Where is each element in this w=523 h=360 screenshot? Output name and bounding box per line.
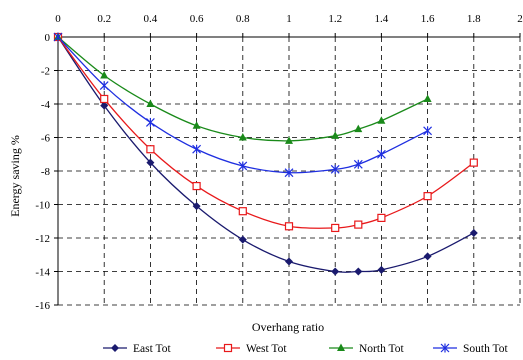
data-point-south-tot (238, 161, 248, 171)
series-line-west-tot (57, 36, 475, 229)
legend-item-west-tot: West Tot (216, 343, 287, 355)
y-tick-label: 0 (45, 32, 51, 44)
data-point-east-tot (238, 235, 247, 244)
legend: East Tot West Tot North Tot South Tot (103, 343, 508, 355)
legend-label: South Tot (463, 343, 508, 355)
data-point-south-tot (284, 168, 294, 178)
legend-label: East Tot (133, 343, 171, 355)
legend-label: North Tot (359, 343, 404, 355)
legend-swatch-marker (111, 344, 119, 352)
data-point-east-tot (331, 267, 340, 276)
x-tick-label: 1 (286, 13, 292, 25)
x-tick-label: 1.8 (467, 13, 481, 25)
series-line-south-tot (57, 36, 428, 174)
x-tick-label: 0 (55, 13, 61, 25)
legend-item-east-tot: East Tot (103, 343, 171, 355)
x-tick-label: 0.8 (236, 13, 250, 25)
data-point-west-tot (146, 145, 155, 154)
data-point-east-tot (377, 265, 386, 274)
data-point-west-tot (331, 223, 340, 233)
x-tick-label: 2 (517, 13, 523, 25)
data-point-south-tot (423, 126, 433, 136)
data-point-east-tot (100, 101, 109, 110)
data-point-east-tot (469, 228, 478, 237)
x-tick-label: 1.6 (421, 13, 435, 25)
data-point-east-tot (285, 257, 293, 266)
y-tick-label: -14 (35, 267, 50, 279)
data-point-east-tot (192, 202, 201, 211)
x-tick-label: 1.4 (375, 13, 389, 25)
legend-swatch-marker (223, 343, 233, 353)
data-point-north-tot (285, 136, 293, 144)
legend-item-south-tot: South Tot (433, 343, 508, 355)
data-point-west-tot (377, 213, 386, 222)
data-point-north-tot (423, 94, 432, 102)
legend-swatch-marker (337, 343, 345, 351)
data-point-north-tot (146, 99, 155, 107)
y-tick-label: -10 (35, 200, 50, 212)
data-point-south-tot (53, 32, 63, 42)
data-point-south-tot (353, 159, 363, 169)
series-line-north-tot (57, 36, 428, 142)
data-point-east-tot (423, 252, 432, 261)
data-point-south-tot (99, 81, 109, 91)
data-point-west-tot (354, 220, 363, 229)
y-tick-label: -8 (41, 166, 51, 178)
axes: 0 0.2 0.4 0.6 0.8 1 1.2 1.4 1.6 1.8 2 0 -2 -4 -6 -8 -10 -… (35, 13, 522, 312)
y-tick-label: -4 (41, 99, 51, 111)
data-point-south-tot (192, 144, 202, 154)
data-point-east-tot (354, 267, 363, 276)
data-point-west-tot (284, 222, 294, 231)
y-tick-label: -2 (41, 66, 50, 78)
y-tick-label: -12 (35, 233, 50, 245)
series-line-east-tot (57, 36, 475, 273)
grid (58, 37, 521, 306)
data-point-south-tot (145, 117, 155, 127)
x-tick-label: 0.4 (144, 13, 158, 25)
data-point-north-tot (100, 71, 109, 79)
series-markers (53, 32, 478, 276)
data-point-west-tot (100, 94, 109, 104)
data-point-west-tot (192, 181, 201, 191)
data-point-south-tot (330, 164, 340, 174)
data-point-north-tot (377, 116, 386, 124)
data-point-north-tot (192, 121, 201, 129)
y-tick-label: -16 (35, 300, 50, 312)
data-point-west-tot (423, 192, 432, 201)
series-lines (57, 36, 475, 273)
data-point-west-tot (238, 207, 247, 216)
x-tick-label: 1.2 (328, 13, 342, 25)
x-tick-label: 0.6 (190, 13, 204, 25)
y-tick-label: -6 (41, 133, 51, 145)
data-point-north-tot (331, 131, 340, 139)
y-axis-title: Energy saving % (8, 135, 22, 217)
x-tick-label: 0.2 (97, 13, 111, 25)
data-point-east-tot (146, 158, 155, 167)
data-point-north-tot (354, 124, 363, 133)
data-point-south-tot (376, 149, 386, 159)
x-axis-title: Overhang ratio (252, 320, 324, 334)
legend-swatch-marker (440, 343, 450, 353)
legend-item-north-tot: North Tot (329, 343, 404, 355)
data-point-west-tot (469, 158, 478, 167)
legend-label: West Tot (246, 343, 287, 355)
data-point-north-tot (238, 133, 247, 141)
